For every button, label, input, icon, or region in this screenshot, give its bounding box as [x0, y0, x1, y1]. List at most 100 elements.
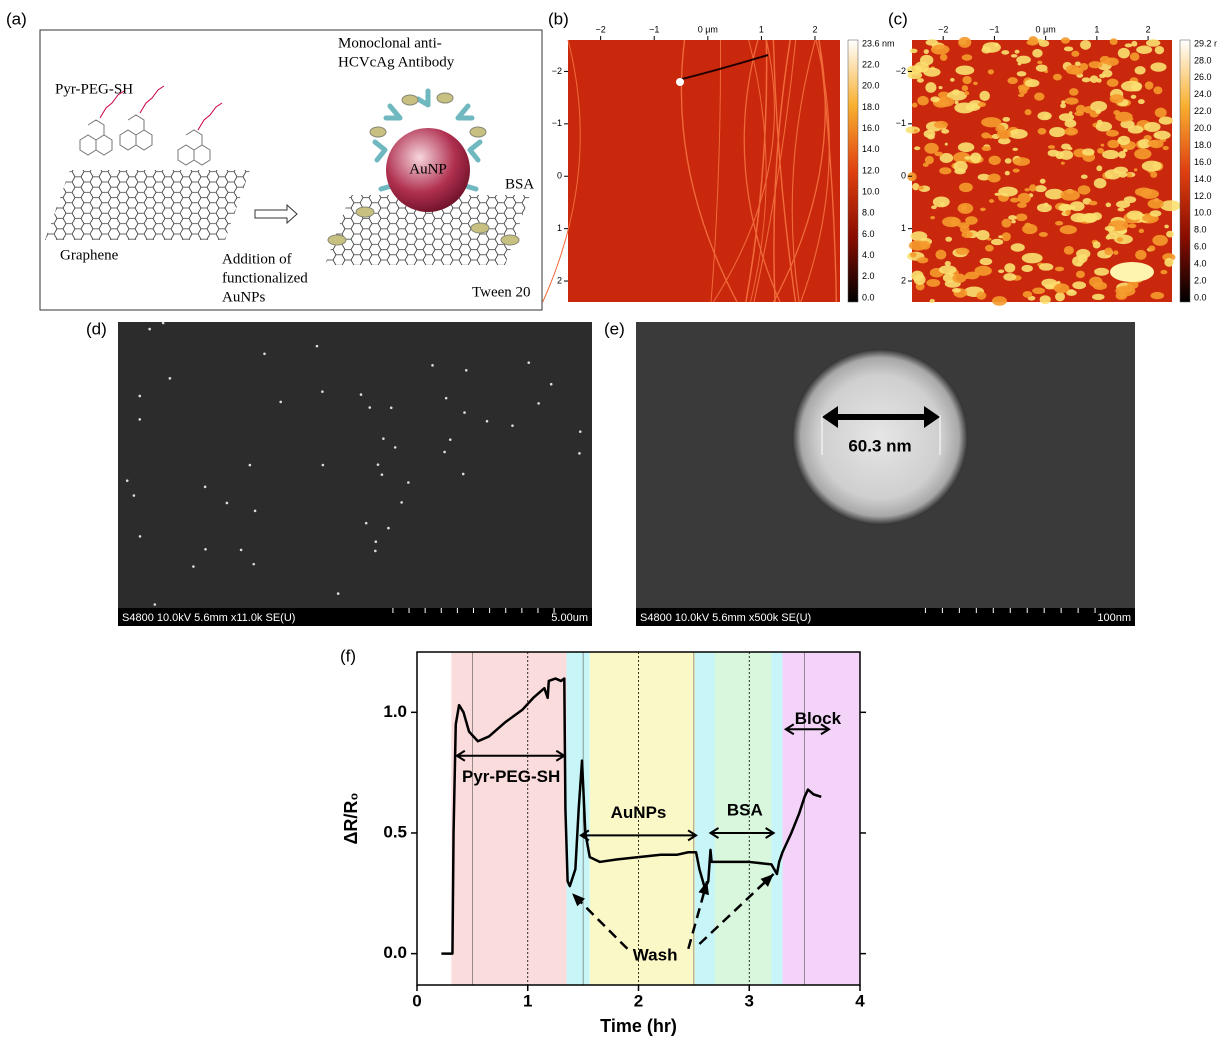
sem-e: S4800 10.0kV 5.6mm x500k SE(U)100nm60.3 … — [636, 322, 1135, 626]
afm-feature — [1166, 231, 1174, 238]
x-tick-label: −2 — [938, 24, 948, 34]
afm-feature — [975, 266, 992, 276]
afm-feature — [930, 96, 940, 102]
afm-feature — [1136, 45, 1152, 54]
panel-label: (d) — [86, 319, 107, 338]
afm-feature — [1139, 229, 1144, 233]
colorbar-label: 20.0 — [1194, 123, 1212, 133]
colorbar-label: 2.0 — [862, 271, 875, 281]
afm-feature — [1150, 171, 1157, 178]
x-tick-label: −1 — [649, 24, 659, 34]
sem-particle — [462, 473, 465, 476]
afm-feature — [1117, 237, 1124, 242]
figure: (a) (b) (c) (d) (e) (f) Pyr-PEG-SH Graph… — [0, 0, 1217, 1039]
afm-feature — [1094, 268, 1109, 276]
annotation: Wash — [633, 946, 678, 965]
afm-feature — [1082, 213, 1098, 223]
x-axis-label: Time (hr) — [600, 1016, 677, 1036]
afm-feature — [1060, 225, 1077, 234]
y-tick-label: 0.0 — [383, 943, 407, 962]
afm-feature — [994, 43, 999, 47]
afm-feature — [959, 183, 973, 193]
afm-feature — [1064, 127, 1078, 135]
afm-feature — [1110, 94, 1125, 103]
afm-feature — [1007, 77, 1017, 84]
afm-feature — [1002, 232, 1011, 241]
colorbar-label: 14.0 — [862, 144, 880, 154]
sem-particle — [240, 549, 243, 552]
afm-feature — [1061, 162, 1065, 165]
sem-particle — [365, 522, 368, 525]
annotation: Pyr-PEG-SH — [462, 767, 560, 786]
colorbar-label: 22.0 — [862, 60, 880, 70]
schematic-label: AuNPs — [222, 289, 266, 305]
afm-feature — [1128, 125, 1144, 133]
afm-feature — [906, 126, 920, 133]
afm-feature — [991, 239, 1003, 245]
afm-feature — [1027, 39, 1039, 45]
afm-feature — [1077, 263, 1082, 267]
afm-feature — [980, 258, 993, 265]
afm-feature — [958, 203, 974, 214]
x-tick-label: 0 μm — [1036, 24, 1056, 34]
afm-feature — [918, 186, 924, 190]
annotation: AuNPs — [611, 803, 667, 822]
afm-feature — [935, 250, 946, 260]
sem-particle — [382, 437, 385, 440]
afm-feature — [1058, 204, 1072, 212]
afm-feature — [1107, 79, 1119, 87]
afm-feature — [964, 91, 969, 95]
sem-particle — [443, 451, 446, 454]
afm-feature — [1025, 109, 1032, 115]
afm-feature — [1113, 110, 1120, 115]
afm-feature — [1074, 111, 1084, 116]
afm-feature — [1039, 263, 1053, 271]
afm-feature — [1024, 188, 1030, 191]
afm-feature — [1029, 184, 1036, 191]
afm-feature — [1018, 62, 1022, 65]
afm-feature — [950, 78, 955, 82]
schematic-label: Tween 20 — [472, 284, 531, 300]
afm-feature — [1037, 112, 1051, 121]
afm-feature — [973, 82, 978, 85]
sem-particle — [537, 402, 540, 405]
afm-feature — [1105, 226, 1115, 231]
colorbar-label: 23.6 nm — [862, 38, 895, 48]
sem-particle — [387, 527, 390, 530]
afm-feature — [988, 174, 1001, 183]
afm-feature — [1134, 168, 1137, 171]
annotation: BSA — [727, 801, 763, 820]
colorbar-label: 22.0 — [1194, 106, 1212, 116]
sem-particle — [390, 406, 393, 409]
afm-feature — [998, 269, 1004, 273]
afm-feature — [1131, 41, 1137, 47]
sem-particle — [162, 322, 165, 325]
afm-feature — [945, 143, 948, 146]
sem-particle — [337, 592, 340, 595]
sem-particle — [463, 411, 466, 414]
schematic-label: functionalized — [222, 270, 308, 286]
afm-feature — [1072, 281, 1086, 289]
afm-feature — [945, 237, 952, 242]
afm-feature — [911, 231, 928, 241]
afm-feature — [1004, 263, 1015, 273]
afm-feature — [1089, 201, 1098, 206]
x-tick-label: 2 — [634, 991, 643, 1010]
sem-particle — [431, 364, 434, 367]
afm-feature — [1008, 129, 1027, 139]
sem-info: S4800 10.0kV 5.6mm x11.0k SE(U) — [122, 612, 295, 624]
afm-feature — [917, 96, 929, 106]
afm-feature — [1150, 62, 1166, 71]
afm-feature — [1121, 81, 1142, 92]
colorbar-label: 20.0 — [862, 81, 880, 91]
afm-feature — [1065, 210, 1070, 215]
panel-label: (a) — [6, 9, 27, 28]
y-tick-label: 0.5 — [383, 822, 407, 841]
x-tick-label: −1 — [989, 24, 999, 34]
x-tick-label: 1 — [759, 24, 764, 34]
afm-feature — [935, 152, 943, 157]
colorbar-label: 4.0 — [862, 250, 875, 260]
sem-particle — [316, 345, 319, 348]
afm-feature — [1122, 287, 1131, 292]
x-tick-label: 1 — [1094, 24, 1099, 34]
